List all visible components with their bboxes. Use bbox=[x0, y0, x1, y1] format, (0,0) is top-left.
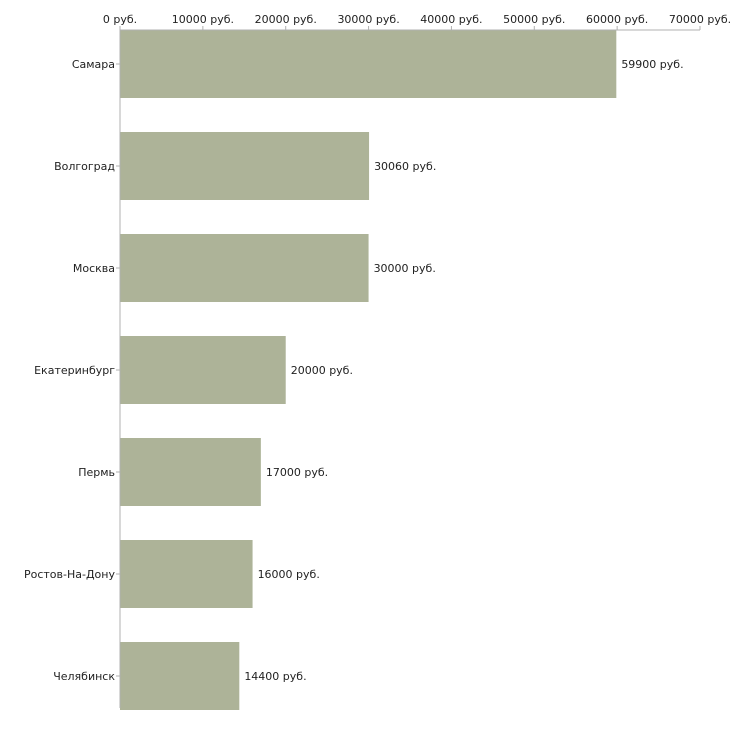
x-tick-label: 70000 руб. bbox=[669, 13, 730, 26]
x-tick-label: 50000 руб. bbox=[503, 13, 565, 26]
bars-group bbox=[120, 30, 617, 710]
category-label: Челябинск bbox=[53, 670, 115, 683]
x-tick-label: 40000 руб. bbox=[420, 13, 482, 26]
category-label: Пермь bbox=[78, 466, 115, 479]
value-label: 14400 руб. bbox=[244, 670, 306, 683]
category-label: Москва bbox=[73, 262, 115, 275]
category-label: Самара bbox=[72, 58, 115, 71]
bar-3 bbox=[120, 234, 369, 302]
category-label: Ростов-На-Дону bbox=[24, 568, 115, 581]
x-tick-label: 20000 руб. bbox=[255, 13, 317, 26]
x-tick-label: 30000 руб. bbox=[337, 13, 399, 26]
category-label: Екатеринбург bbox=[34, 364, 115, 377]
bar-5 bbox=[120, 438, 261, 506]
bar-2 bbox=[120, 132, 370, 200]
value-label: 59900 руб. bbox=[621, 58, 683, 71]
value-label: 30060 руб. bbox=[374, 160, 436, 173]
value-label: 30000 руб. bbox=[374, 262, 436, 275]
x-tick-label: 10000 руб. bbox=[172, 13, 234, 26]
x-tick-label: 60000 руб. bbox=[586, 13, 648, 26]
category-label: Волгоград bbox=[54, 160, 115, 173]
bar-7 bbox=[120, 642, 240, 710]
bar-4 bbox=[120, 336, 286, 404]
axes-group bbox=[116, 26, 701, 708]
x-tick-label: 0 руб. bbox=[103, 13, 137, 26]
bar-1 bbox=[120, 30, 617, 98]
bar-6 bbox=[120, 540, 253, 608]
value-label: 16000 руб. bbox=[258, 568, 320, 581]
value-label: 20000 руб. bbox=[291, 364, 353, 377]
labels-group: 0 руб. 10000 руб. 20000 руб. 30000 руб. 4000… bbox=[24, 13, 730, 683]
value-label: 17000 руб. bbox=[266, 466, 328, 479]
